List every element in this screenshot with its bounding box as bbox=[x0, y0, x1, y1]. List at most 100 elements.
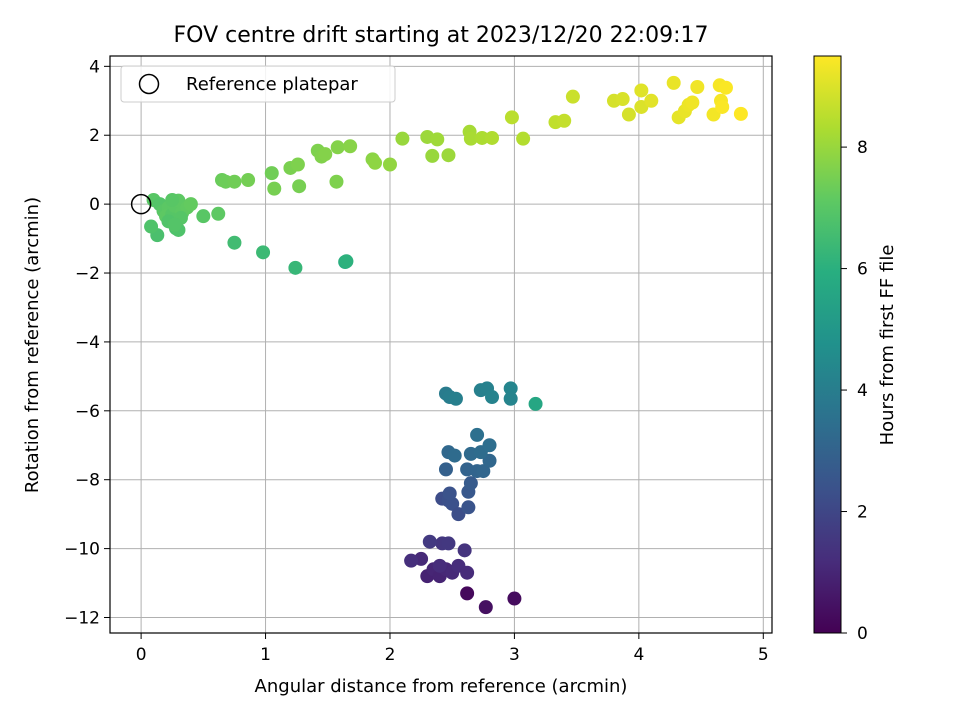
data-point bbox=[227, 235, 242, 250]
data-point bbox=[430, 132, 445, 147]
data-point bbox=[460, 565, 475, 580]
colorbar-tick-label: 8 bbox=[857, 138, 868, 158]
data-point bbox=[463, 131, 478, 146]
y-tick-label: 4 bbox=[89, 57, 100, 77]
legend-label: Reference platepar bbox=[186, 74, 358, 95]
data-point bbox=[288, 260, 303, 275]
data-points bbox=[130, 75, 748, 615]
data-point bbox=[478, 600, 493, 615]
reference-marker bbox=[130, 193, 152, 215]
y-tick-label: −10 bbox=[64, 540, 100, 560]
data-point bbox=[476, 464, 491, 479]
data-point bbox=[685, 95, 700, 110]
data-point bbox=[343, 139, 358, 154]
data-point bbox=[441, 148, 456, 163]
x-tick-label: 3 bbox=[509, 645, 520, 665]
data-point bbox=[690, 80, 705, 95]
data-point bbox=[733, 106, 748, 121]
data-point bbox=[557, 113, 572, 128]
data-point bbox=[485, 390, 500, 405]
plot-frame bbox=[109, 55, 773, 634]
y-axis-title: Rotation from reference (arcmin) bbox=[22, 197, 43, 493]
data-point bbox=[438, 462, 453, 477]
data-point bbox=[368, 155, 383, 170]
data-point bbox=[634, 83, 649, 98]
data-point bbox=[715, 99, 730, 114]
data-point bbox=[482, 453, 497, 468]
data-point bbox=[615, 92, 630, 107]
colorbar: 0 2 4 6 8 Hours from first FF file bbox=[813, 55, 898, 644]
data-point bbox=[196, 209, 211, 224]
legend-marker-icon bbox=[138, 73, 160, 95]
data-point bbox=[666, 75, 681, 90]
x-tick-label: 4 bbox=[633, 645, 644, 665]
data-point bbox=[528, 396, 543, 411]
legend: Reference platepar bbox=[120, 65, 396, 103]
data-point bbox=[425, 148, 440, 163]
data-point bbox=[144, 219, 159, 234]
data-point bbox=[432, 558, 447, 573]
data-point bbox=[267, 181, 282, 196]
data-point bbox=[211, 206, 226, 221]
data-point bbox=[503, 381, 518, 396]
data-point bbox=[227, 174, 242, 189]
data-point bbox=[442, 486, 457, 501]
legend-box bbox=[120, 65, 396, 103]
y-tick-label: −8 bbox=[75, 471, 100, 491]
y-tick-label: 0 bbox=[89, 195, 100, 215]
colorbar-tick-label: 2 bbox=[857, 503, 868, 523]
data-point bbox=[290, 157, 305, 172]
data-point bbox=[241, 173, 256, 188]
data-point bbox=[329, 174, 344, 189]
data-point bbox=[422, 534, 437, 549]
x-tick-label: 1 bbox=[260, 645, 271, 665]
data-point bbox=[482, 438, 497, 453]
data-point bbox=[264, 166, 279, 181]
data-point bbox=[292, 179, 307, 194]
y-tick-label: −6 bbox=[75, 402, 100, 422]
data-point bbox=[565, 89, 580, 104]
data-point bbox=[504, 110, 519, 125]
y-tick-label: 2 bbox=[89, 126, 100, 146]
x-axis-title: Angular distance from reference (arcmin) bbox=[255, 676, 628, 697]
colorbar-gradient bbox=[813, 55, 842, 634]
y-tick-label: −2 bbox=[75, 264, 100, 284]
y-tick-label: −4 bbox=[75, 333, 100, 353]
data-point bbox=[485, 130, 500, 145]
axis-ticks: 0 1 2 3 4 5 −12 −10 −8 −6 −4 −2 0 2 4 bbox=[64, 57, 769, 665]
data-point bbox=[165, 192, 180, 207]
data-point bbox=[183, 197, 198, 212]
y-tick-label: −12 bbox=[64, 608, 100, 628]
data-point bbox=[382, 157, 397, 172]
x-tick-label: 2 bbox=[385, 645, 396, 665]
colorbar-label: Hours from first FF file bbox=[877, 245, 898, 446]
data-point bbox=[621, 107, 636, 122]
data-point bbox=[507, 591, 522, 606]
data-point bbox=[447, 448, 462, 463]
x-tick-label: 5 bbox=[758, 645, 769, 665]
data-point bbox=[448, 391, 463, 406]
data-point bbox=[516, 131, 531, 146]
data-point bbox=[441, 536, 456, 551]
x-tick-label: 0 bbox=[136, 645, 147, 665]
data-point bbox=[470, 427, 485, 442]
data-point bbox=[318, 147, 333, 162]
data-point bbox=[461, 500, 476, 515]
chart-title: FOV centre drift starting at 2023/12/20 … bbox=[174, 23, 709, 48]
colorbar-tick-label: 6 bbox=[857, 260, 868, 280]
data-point bbox=[503, 391, 518, 406]
colorbar-tick-label: 4 bbox=[857, 381, 868, 401]
data-point bbox=[256, 245, 271, 260]
data-point bbox=[451, 507, 466, 522]
data-point bbox=[644, 93, 659, 108]
data-point bbox=[339, 254, 354, 269]
colorbar-ticks: 0 2 4 6 8 bbox=[841, 138, 868, 644]
data-point bbox=[404, 553, 419, 568]
data-point bbox=[457, 543, 472, 558]
data-point bbox=[395, 131, 410, 146]
data-point bbox=[463, 476, 478, 491]
data-point bbox=[330, 140, 345, 155]
data-point bbox=[718, 80, 733, 95]
data-point bbox=[167, 217, 182, 232]
